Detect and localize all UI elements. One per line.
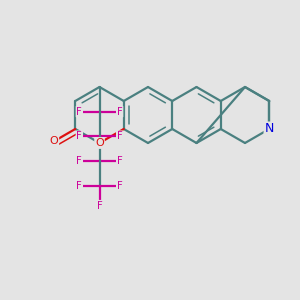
Text: F: F — [76, 106, 82, 117]
Text: N: N — [265, 122, 274, 136]
Text: F: F — [117, 131, 122, 141]
Text: F: F — [117, 181, 122, 190]
Text: F: F — [97, 201, 102, 211]
Text: O: O — [50, 136, 58, 146]
Text: F: F — [76, 156, 82, 166]
Text: F: F — [76, 181, 82, 190]
Text: O: O — [95, 138, 104, 148]
Text: F: F — [117, 106, 122, 117]
Text: F: F — [117, 156, 122, 166]
Text: F: F — [76, 131, 82, 141]
